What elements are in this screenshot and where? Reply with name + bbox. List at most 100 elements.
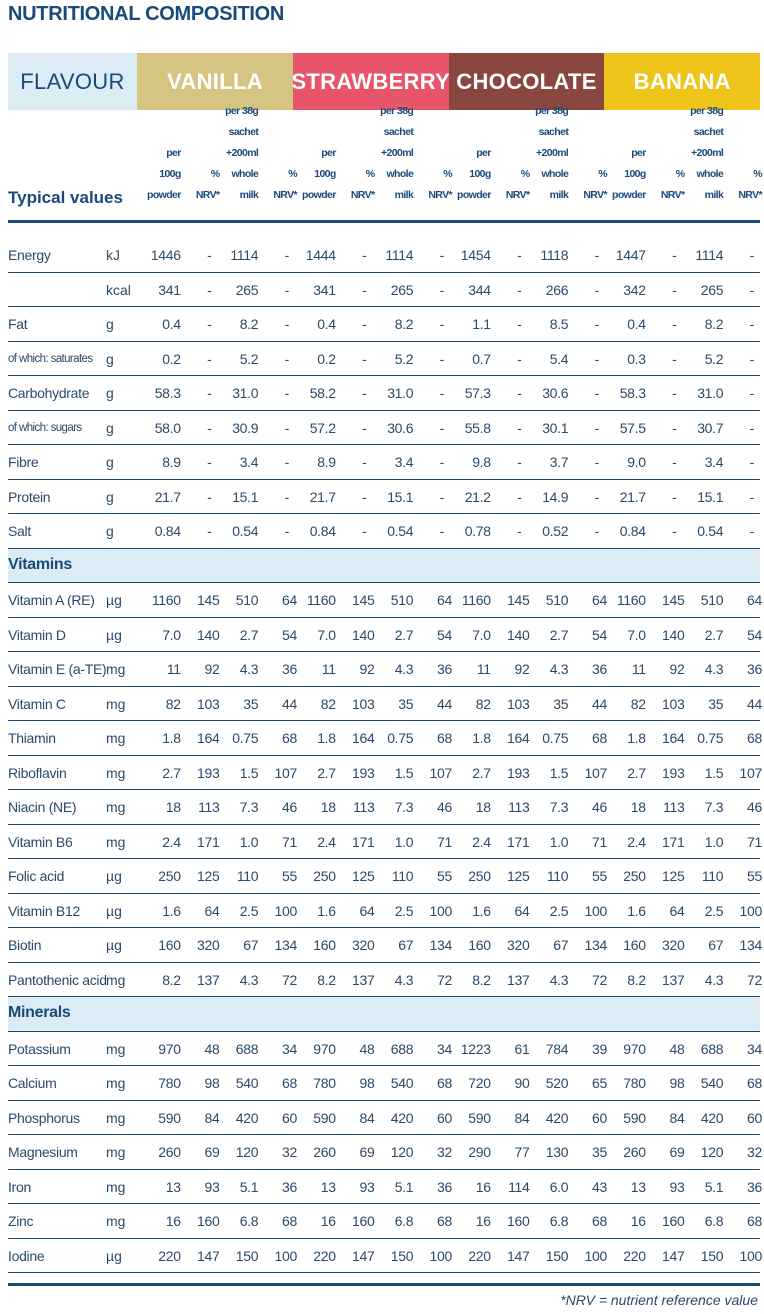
flavour-header-vanilla: VANILLA xyxy=(137,53,293,110)
value-cell: 8.2 xyxy=(704,316,724,332)
value-cell: 150 xyxy=(545,1247,569,1264)
unit: mg xyxy=(106,1178,126,1195)
nrv-percent-cell: 171 xyxy=(662,833,685,850)
nrv-percent-cell: 98 xyxy=(669,1075,685,1091)
unit: mg xyxy=(106,1144,126,1160)
nrv-percent-cell: - xyxy=(207,316,212,332)
nrv-percent-cell: 145 xyxy=(507,592,530,608)
value-cell: 260 xyxy=(623,1144,646,1160)
value-cell: 0.84 xyxy=(309,523,336,539)
nutrient-label: Vitamin B12 xyxy=(8,902,80,919)
nrv-percent-cell: 46 xyxy=(437,799,452,815)
column-header-line: 100g xyxy=(624,168,646,180)
unit: µg xyxy=(106,868,122,884)
nrv-percent-cell: 46 xyxy=(282,799,297,815)
nrv-percent-cell: 36 xyxy=(592,661,607,677)
value-cell: 120 xyxy=(235,1144,259,1160)
nrv-percent-cell: 113 xyxy=(353,799,375,815)
value-cell: 35 xyxy=(398,695,414,712)
value-cell: 1.0 xyxy=(239,833,259,850)
value-cell: 8.5 xyxy=(549,316,569,332)
column-header-line: % xyxy=(753,168,762,180)
nrv-percent-cell: 160 xyxy=(662,1213,685,1229)
column-header-line: NRV* xyxy=(273,189,297,201)
value-cell: 15.1 xyxy=(232,488,259,505)
column-header-line: % xyxy=(210,168,220,180)
nrv-percent-cell: 147 xyxy=(197,1247,220,1264)
column-header-line: sachet xyxy=(383,126,414,138)
value-cell: 31.0 xyxy=(697,385,724,401)
value-cell: 0.75 xyxy=(387,730,414,746)
nrv-percent-cell: 36 xyxy=(747,661,762,677)
nrv-percent-cell: - xyxy=(672,385,677,401)
nrv-percent-cell: - xyxy=(439,281,445,298)
nrv-percent-cell: 36 xyxy=(437,1178,452,1195)
value-cell: 260 xyxy=(313,1144,336,1160)
value-cell: 58.3 xyxy=(154,385,181,401)
unit: mg xyxy=(106,764,126,781)
value-cell: 4.3 xyxy=(239,971,259,988)
typical-values-label: Typical values xyxy=(8,188,123,207)
column-header: per 100g powder xyxy=(141,143,181,206)
nrv-percent-cell: - xyxy=(362,350,367,367)
nrv-percent-cell: 64 xyxy=(514,902,530,919)
value-cell: 1446 xyxy=(150,247,181,263)
value-cell: 30.9 xyxy=(232,419,259,436)
nrv-percent-cell: 93 xyxy=(204,1178,220,1195)
nrv-percent-cell: 100 xyxy=(429,902,453,919)
nrv-percent-cell: 134 xyxy=(274,937,298,953)
column-header: % NRV* xyxy=(257,164,297,206)
value-cell: 341 xyxy=(158,281,181,298)
column-header-line: whole milk xyxy=(231,168,259,201)
value-cell: 1.5 xyxy=(394,764,414,781)
column-header: per 38g sachet +200ml whole milk xyxy=(528,101,569,206)
column-header-line: NRV* xyxy=(428,189,452,201)
nrv-percent-cell: 69 xyxy=(204,1144,220,1160)
nrv-percent-cell: 145 xyxy=(352,592,375,608)
value-cell: 0.84 xyxy=(154,523,181,539)
column-header-line: % xyxy=(365,168,375,180)
unit: mg xyxy=(106,1075,126,1091)
nrv-percent-cell: 107 xyxy=(584,764,608,781)
value-cell: 8.2 xyxy=(394,316,414,332)
value-cell: 341 xyxy=(313,281,336,298)
value-cell: 58.0 xyxy=(154,419,181,436)
value-cell: 2.5 xyxy=(394,902,414,919)
table-row: of which: saturates g 0.2 - 5.2 - 0.2 - 5.2 - 0.7 -… xyxy=(8,342,760,376)
column-header: per 38g sachet +200ml whole milk xyxy=(373,101,414,206)
value-cell: 780 xyxy=(623,1075,646,1091)
value-cell: 5.1 xyxy=(704,1178,724,1195)
value-cell: 13 xyxy=(320,1178,336,1195)
value-cell: 0.7 xyxy=(472,350,491,367)
value-cell: 250 xyxy=(158,868,181,884)
nrv-percent-cell: - xyxy=(207,350,212,367)
value-cell: 7.0 xyxy=(472,626,491,643)
nrv-percent-cell: 55 xyxy=(592,868,607,884)
nrv-percent-cell: 113 xyxy=(663,799,685,815)
nrv-percent-cell: 61 xyxy=(514,1040,530,1057)
nrv-percent-cell: 54 xyxy=(282,626,297,643)
nrv-percent-cell: 140 xyxy=(197,626,220,643)
value-cell: 2.7 xyxy=(472,764,491,781)
nrv-percent-cell: 60 xyxy=(592,1109,607,1126)
value-cell: 15.1 xyxy=(697,488,724,505)
column-header-line: sachet xyxy=(228,126,259,138)
value-cell: 780 xyxy=(313,1075,336,1091)
value-cell: 290 xyxy=(468,1144,491,1160)
nrv-percent-cell: 100 xyxy=(739,1247,763,1264)
nrv-percent-cell: 171 xyxy=(507,833,530,850)
value-cell: 9.8 xyxy=(472,454,491,470)
nrv-percent-cell: 34 xyxy=(282,1040,297,1057)
value-cell: 16 xyxy=(475,1178,491,1195)
value-cell: 1160 xyxy=(151,592,181,608)
nrv-percent-cell: 48 xyxy=(669,1040,685,1057)
value-cell: 21.2 xyxy=(464,488,491,505)
nrv-percent-cell: - xyxy=(439,247,445,263)
value-cell: 8.2 xyxy=(317,971,336,988)
nrv-percent-cell: 69 xyxy=(669,1144,685,1160)
table-row: Protein g 21.7 - 15.1 - 21.7 - 15.1 - 21.2 - 14.9 - 21… xyxy=(8,480,760,514)
value-cell: 265 xyxy=(700,281,724,298)
section-header-minerals: Minerals xyxy=(8,997,760,1032)
value-cell: 220 xyxy=(468,1247,491,1264)
value-cell: 4.3 xyxy=(549,971,569,988)
